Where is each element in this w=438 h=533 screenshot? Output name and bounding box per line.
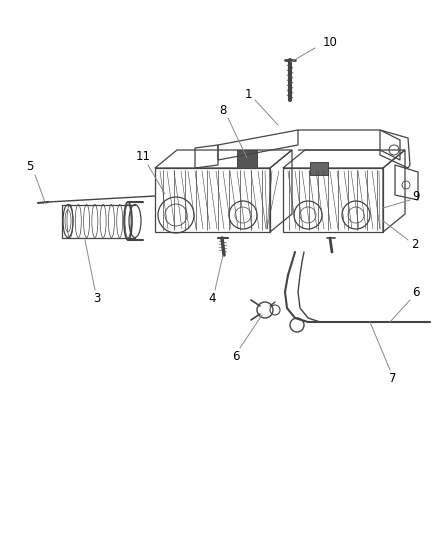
Text: 4: 4 (208, 292, 215, 304)
Text: 6: 6 (232, 350, 239, 362)
Polygon shape (309, 162, 327, 175)
Text: 11: 11 (135, 150, 150, 164)
Text: 6: 6 (411, 287, 419, 300)
Text: 5: 5 (26, 160, 34, 174)
Text: 3: 3 (93, 292, 100, 304)
Text: 8: 8 (219, 103, 226, 117)
Text: 1: 1 (244, 87, 251, 101)
Text: 2: 2 (410, 238, 418, 252)
Text: 9: 9 (411, 190, 419, 203)
Text: 7: 7 (389, 372, 396, 384)
Polygon shape (237, 150, 256, 168)
Text: 10: 10 (322, 36, 337, 49)
